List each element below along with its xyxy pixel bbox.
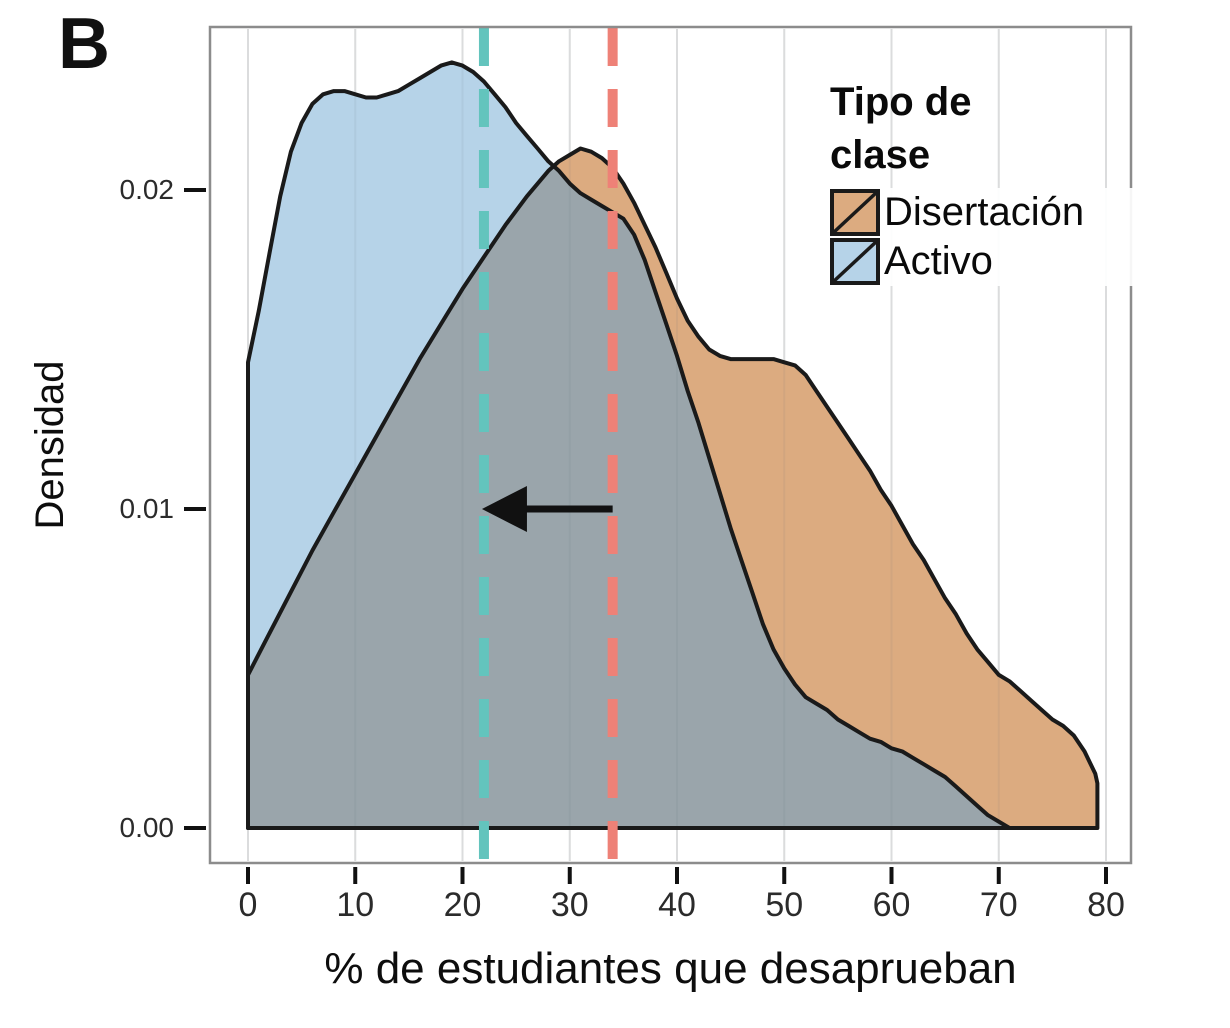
x-tick-label-30: 30 [550, 886, 589, 924]
lecture-density-outline [246, 146, 1100, 830]
legend-title: Tipo de clase [830, 80, 972, 177]
panel-border [208, 25, 1133, 865]
legend-swatch-icon [830, 237, 880, 285]
legend: Tipo de clase Disertación Activo [830, 76, 1150, 286]
x-tick-label-70: 70 [979, 886, 1018, 924]
x-tick-label-80: 80 [1087, 886, 1125, 924]
y-tick-label-0.01: 0.01 [119, 493, 175, 524]
y-tick-label-0.02: 0.02 [119, 174, 175, 205]
x-tick-label-0: 0 [238, 886, 258, 924]
legend-item-activo: Activo [830, 236, 1150, 286]
panel-label: B [58, 4, 110, 84]
x-tick-label-40: 40 [658, 886, 696, 924]
x-axis-title: % de estudiantes que desaprueban [324, 944, 1017, 993]
legend-items: Disertación Activo [830, 187, 1150, 286]
x-tick-label-20: 20 [443, 886, 482, 924]
legend-label: Disertación [884, 189, 1085, 234]
x-tick-label-10: 10 [336, 886, 375, 924]
x-tick-label-50: 50 [765, 886, 804, 924]
x-tick-label-60: 60 [872, 886, 911, 924]
legend-item-disertación: Disertación [830, 187, 1150, 237]
legend-label: Activo [884, 238, 993, 283]
legend-swatch-icon [830, 188, 880, 236]
arrow-head [481, 486, 527, 532]
active-density-outline [246, 60, 1012, 830]
y-tick-label-0.00: 0.00 [119, 812, 175, 843]
